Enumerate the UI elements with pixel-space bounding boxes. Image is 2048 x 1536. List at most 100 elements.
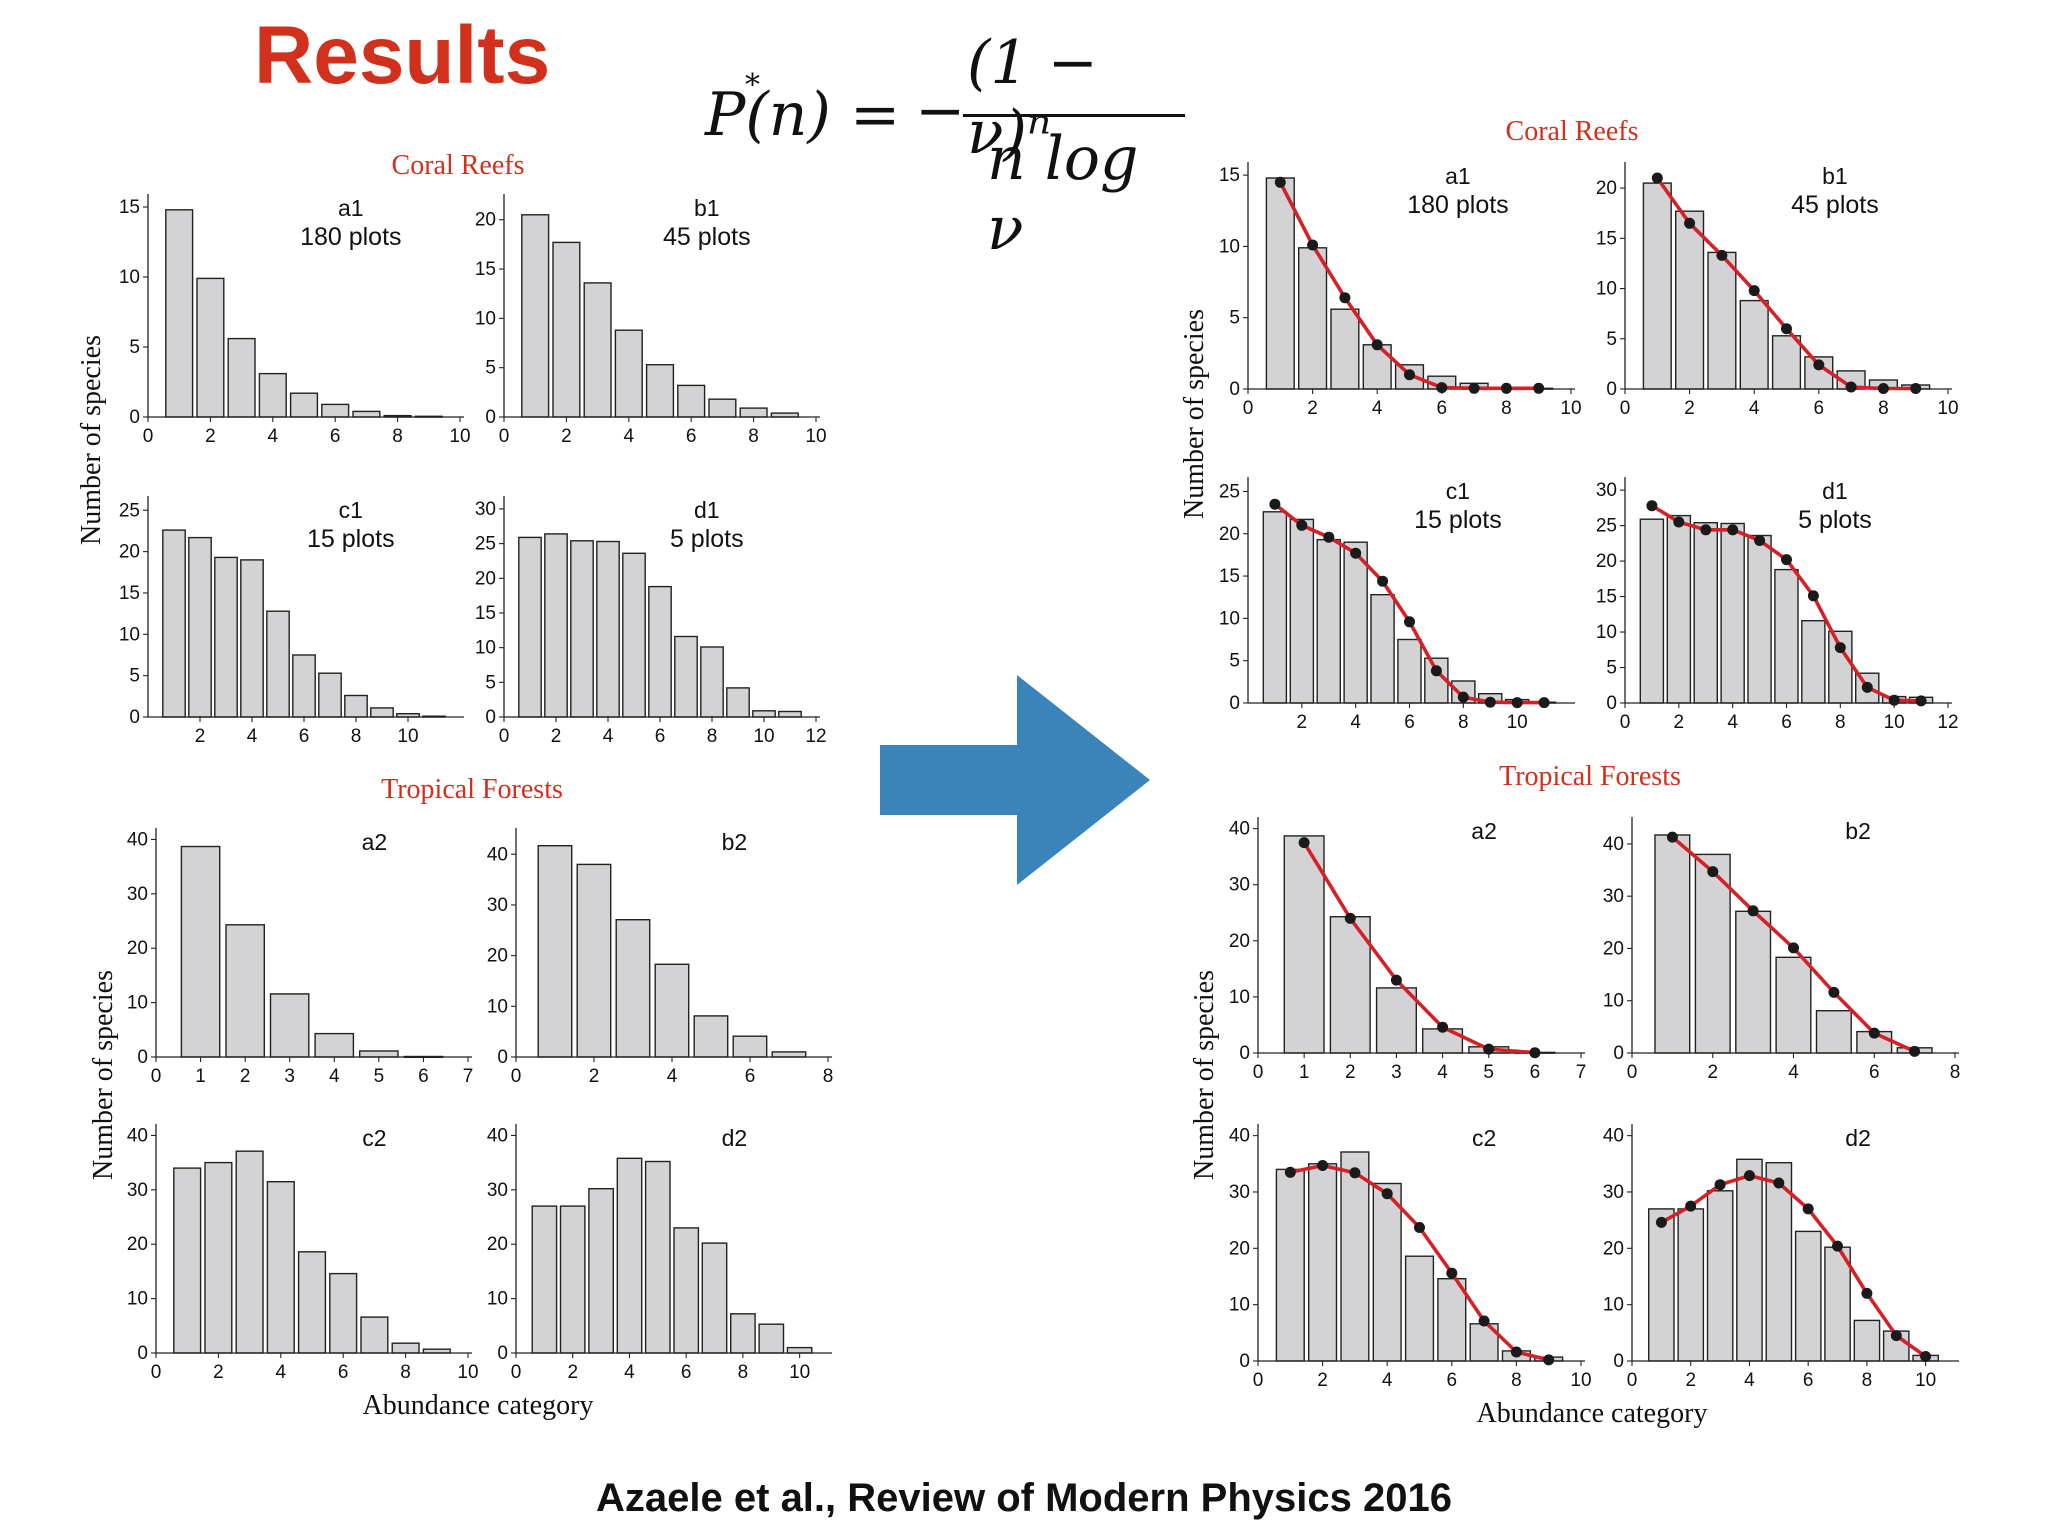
right-a2-x-tick-label: 1 [1299, 1062, 1310, 1083]
left-c2-bar [297, 1251, 327, 1354]
left-panel-d2: 0 2 4 6 8 10 0 10 20 30 40 d2 [487, 1124, 832, 1383]
right-b1-fit-point [1781, 323, 1792, 335]
right-c1-fit-point [1538, 697, 1550, 709]
right-d2-fit-point [1802, 1203, 1814, 1215]
right-d1-fit-point [1646, 500, 1658, 512]
right-a1-fit-point [1371, 339, 1383, 351]
left-a1-y-tick-label: 15 [119, 197, 140, 218]
left-d1-y-tick-label: 15 [475, 603, 496, 624]
right-d1-y-tick-label: 15 [1596, 587, 1617, 608]
right-c1-y-tick-label: 25 [1219, 481, 1240, 502]
right-a2-fit-point [1390, 974, 1402, 986]
right-a1-fit-point [1436, 382, 1448, 394]
right-b1-bar [1642, 182, 1672, 390]
left-c1-bar [214, 556, 238, 718]
left-c1-bar [370, 707, 394, 718]
left-d2-bar [730, 1313, 756, 1354]
right-a2-x-tick-label: 0 [1253, 1062, 1264, 1083]
right-a1-x-tick-label: 4 [1372, 398, 1383, 419]
left-a2-x-tick-label: 7 [463, 1066, 474, 1087]
right-d2-fit-point [1655, 1216, 1667, 1228]
right-d1-fit-point [1781, 554, 1792, 566]
left-section-title: Tropical Forests [381, 774, 563, 805]
right-arrow-icon [880, 675, 1150, 885]
right-c1-x-tick-label: 6 [1404, 712, 1415, 733]
left-a1-bar [227, 337, 256, 418]
left-b1-bar [521, 214, 550, 418]
right-c2-bar [1307, 1163, 1338, 1362]
right-a2-x-tick-label: 5 [1483, 1062, 1494, 1083]
left-d1-bar [596, 540, 620, 718]
right-b2-fit-point [1828, 986, 1840, 998]
left-c2-x-tick-label: 8 [400, 1362, 411, 1383]
right-a1-fit-point [1307, 239, 1319, 251]
left-b1-bar [739, 407, 768, 418]
right-a1-y-tick-label: 5 [1229, 308, 1240, 329]
right-b1-bar [1739, 299, 1769, 390]
right-c1-bar [1370, 594, 1395, 704]
left-a1-bar [196, 277, 225, 418]
right-a2-x-tick-label: 2 [1345, 1062, 1356, 1083]
right-b1-fit-point [1813, 359, 1825, 371]
right-c2-bar [1275, 1168, 1305, 1362]
left-a1-x-tick-label: 8 [392, 426, 403, 447]
right-a1-x-tick-label: 10 [1560, 398, 1581, 419]
left-b1-y-tick-label: 0 [485, 407, 496, 428]
left-c1-y-tick-label: 15 [119, 583, 140, 604]
right-b1-x-tick-label: 8 [1878, 398, 1889, 419]
left-a2-y-tick-label: 10 [127, 993, 148, 1014]
right-c1-y-tick-label: 5 [1229, 651, 1240, 672]
right-c1-y-tick-label: 0 [1229, 693, 1240, 714]
right-d1-y-tick-label: 25 [1596, 516, 1617, 537]
right-c2-y-tick-label: 30 [1229, 1182, 1250, 1203]
left-d1-y-tick-label: 30 [475, 499, 496, 520]
left-a1-bar [165, 209, 194, 418]
formula-minus: − [915, 76, 966, 146]
left-c2-bar [266, 1180, 295, 1354]
right-d2-fit-point [1920, 1351, 1932, 1362]
right-a1-bar [1265, 177, 1295, 390]
right-c1-bar [1397, 638, 1422, 704]
left-c1-y-tick-label: 25 [119, 500, 140, 521]
right-d2-x-tick-label: 10 [1915, 1370, 1936, 1391]
left-c1-bar [266, 610, 290, 718]
right-b1-fit-point [1748, 285, 1760, 297]
left-c2-bar [204, 1161, 233, 1354]
left-b1-y-tick-label: 10 [475, 308, 496, 329]
left-b1-bar [677, 384, 706, 418]
left-d1-bar [648, 585, 672, 718]
left-d2-bar [758, 1323, 785, 1354]
left-d1-y-tick-label: 25 [475, 534, 496, 555]
right-c1-y-tick-label: 10 [1219, 608, 1240, 629]
right-c2-fit-point [1317, 1160, 1329, 1171]
right-c2-fit-point [1510, 1346, 1522, 1358]
left-c1-panel-sublabel: 15 plots [307, 525, 395, 553]
right-d1-y-tick-label: 0 [1606, 693, 1617, 714]
right-panel-a2: 0 1 2 3 4 5 6 7 0 10 20 30 40 a2 [1229, 817, 1586, 1083]
left-d2-x-tick-label: 0 [511, 1362, 522, 1383]
left-b2-bar [693, 1015, 729, 1058]
left-d1-bar [674, 635, 698, 718]
left-c2-x-tick-label: 4 [276, 1362, 287, 1383]
left-c1-y-tick-label: 0 [129, 707, 140, 728]
left-b1-x-tick-label: 6 [686, 426, 697, 447]
right-c2-x-tick-label: 6 [1447, 1370, 1458, 1391]
left-b1-y-tick-label: 5 [485, 358, 496, 379]
right-a1-bar [1330, 308, 1360, 390]
right-c1-panel-label: c1 [1446, 478, 1470, 504]
right-a2-fit-point [1529, 1047, 1541, 1059]
right-b2-y-tick-label: 10 [1603, 991, 1624, 1012]
left-d2-bar [786, 1346, 813, 1354]
right-b2-fit-point [1707, 866, 1719, 878]
right-a2-bar [1283, 835, 1325, 1054]
right-b1-fit-point [1651, 172, 1663, 184]
left-panel-a2: 0 1 2 3 4 5 6 7 0 10 20 30 40 a2 [127, 828, 473, 1087]
left-c1-y-tick-label: 10 [119, 624, 140, 645]
left-c1-bar [162, 529, 186, 718]
right-b1-fit-point [1910, 383, 1922, 394]
left-d2-y-tick-label: 40 [487, 1125, 508, 1146]
right-b2-bar [1815, 1010, 1852, 1054]
right-d1-bar [1639, 518, 1665, 704]
